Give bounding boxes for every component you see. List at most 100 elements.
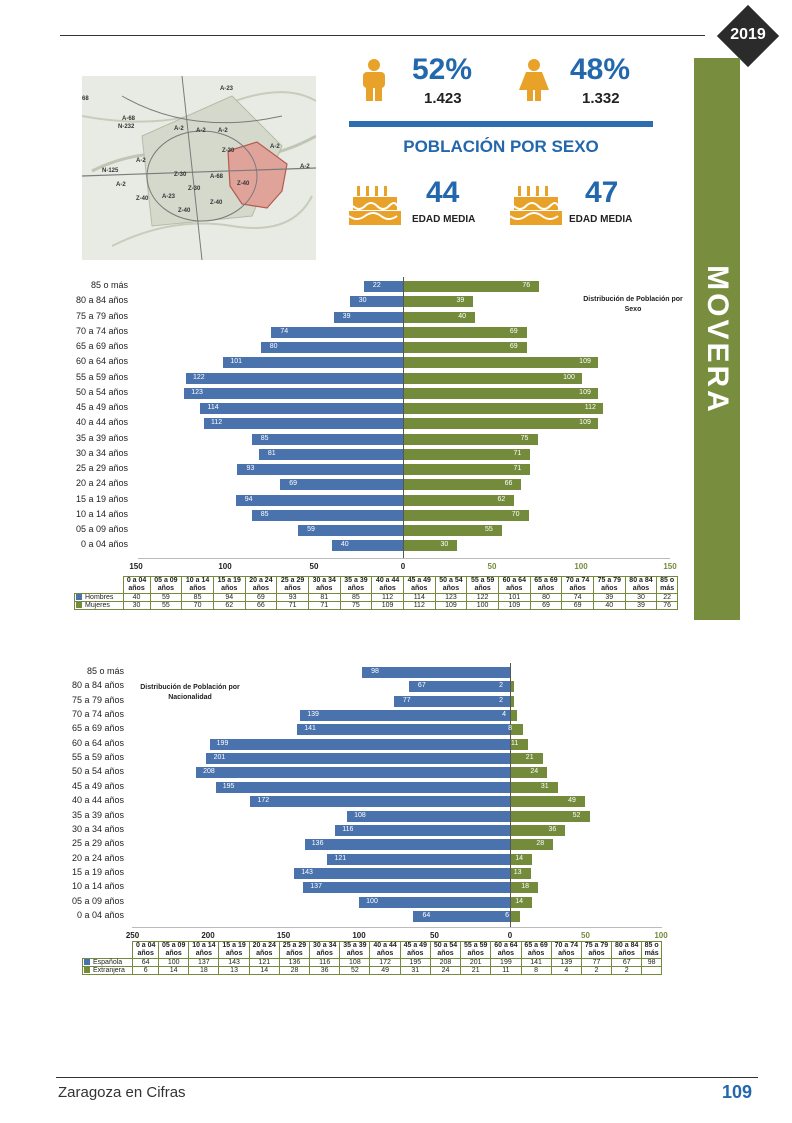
header-line: años bbox=[497, 950, 515, 957]
category-label: 30 a 34 años bbox=[75, 447, 128, 458]
bar-extranjera bbox=[511, 724, 524, 736]
bar-value: 59 bbox=[307, 526, 315, 533]
bar-value: 109 bbox=[579, 419, 591, 427]
bar-value: 98 bbox=[371, 668, 379, 675]
bar-hombres bbox=[349, 296, 403, 308]
map-label: 68 bbox=[82, 96, 89, 102]
table-header-cell: 60 a 64 años bbox=[490, 941, 522, 959]
header-line: 25 a 29 bbox=[280, 577, 305, 584]
chart-title: Distribución de Población por Nacionalid… bbox=[140, 683, 240, 703]
category-label: 55 a 59 años bbox=[75, 371, 128, 382]
table-cell: 69 bbox=[561, 601, 594, 610]
bar-value: 69 bbox=[289, 480, 298, 488]
table-cell: 109 bbox=[371, 601, 404, 610]
header-line: 20 a 24 bbox=[252, 942, 276, 949]
header-line: años bbox=[256, 950, 273, 957]
table-cell: 6 bbox=[132, 966, 160, 975]
bar-española bbox=[408, 681, 510, 693]
table-header-cell: 40 a 44 años bbox=[369, 941, 401, 959]
header-line: años bbox=[569, 585, 586, 592]
header-line: 10 a 14 bbox=[192, 942, 216, 949]
x-tick-label: 200 bbox=[201, 931, 215, 941]
table-cell: 114 bbox=[402, 593, 436, 602]
legend-cell: Mujeres bbox=[74, 601, 124, 610]
header-line: 40 a 44 bbox=[373, 942, 397, 949]
table-cell: 36 bbox=[309, 966, 341, 975]
header-line: 70 a 74 bbox=[565, 577, 590, 584]
bar-value: 121 bbox=[334, 854, 347, 862]
bar-value: 201 bbox=[213, 754, 226, 762]
bar-value: 100 bbox=[366, 897, 378, 905]
table-cell: 4 bbox=[550, 966, 582, 975]
header-line: años bbox=[189, 585, 206, 592]
header-line: 55 a 59 bbox=[470, 577, 495, 584]
bar-value: 199 bbox=[216, 739, 229, 747]
table-header-cell: 50 a 54 años bbox=[434, 576, 468, 594]
bar-value: 2 bbox=[499, 696, 503, 704]
x-tick-label: 100 bbox=[654, 931, 668, 941]
header-line: 45 a 49 bbox=[403, 942, 427, 949]
map-label: A-2 bbox=[218, 128, 228, 134]
table-header-cell: 30 a 34 años bbox=[309, 941, 341, 959]
table-header-cell: 85 o más bbox=[641, 941, 662, 959]
bar-mujeres bbox=[404, 494, 515, 506]
female-average-age: 47 bbox=[585, 176, 619, 209]
bar-extranjera bbox=[511, 910, 521, 922]
chart-title-text: Distribución de Población por Nacionalid… bbox=[140, 684, 240, 701]
bar-mujeres bbox=[404, 326, 527, 338]
legend-cell: Extranjera bbox=[81, 966, 134, 975]
table-header-cell: 65 a 69 años bbox=[529, 576, 563, 594]
table-cell: 30 bbox=[624, 593, 658, 602]
header-line: 05 a 09 bbox=[161, 942, 186, 949]
table-cell: 141 bbox=[520, 958, 552, 967]
year-label: 2019 bbox=[730, 26, 766, 43]
table-cell: 93 bbox=[276, 593, 309, 602]
bar-hombres bbox=[200, 403, 403, 414]
table-cell: 80 bbox=[529, 593, 563, 602]
map-label: A-23 bbox=[220, 86, 234, 92]
bar-value: 71 bbox=[513, 449, 522, 457]
header-line: 25 a 29 bbox=[282, 942, 307, 949]
table-cell: 75 bbox=[339, 601, 373, 610]
map-label: A-23 bbox=[162, 194, 176, 200]
table-row: Hombres 40 59 85 94 69 93 81 85 112 114 123 122 101 80… bbox=[74, 593, 678, 602]
bar-mujeres bbox=[404, 540, 458, 552]
bar-española bbox=[334, 824, 510, 836]
table-cell: 201 bbox=[460, 958, 492, 967]
table-cell: 109 bbox=[497, 601, 531, 610]
map-label: Z-40 bbox=[136, 196, 149, 202]
header-line: años bbox=[284, 585, 301, 592]
bar-value: 69 bbox=[509, 343, 518, 350]
category-label: 15 a 19 años bbox=[71, 866, 124, 877]
table-cell: 28 bbox=[278, 966, 311, 975]
bar-value: 74 bbox=[280, 327, 289, 335]
table-row: Española 64 100 137 143 121 136 116 108 172 195 208… bbox=[81, 958, 662, 967]
bar-mujeres bbox=[404, 372, 582, 384]
male-average-age: 44 bbox=[426, 176, 460, 209]
table-header-cell: 15 a 19 años bbox=[212, 576, 246, 594]
table-header-cell: 50 a 54 años bbox=[429, 941, 462, 959]
table-header-cell: 25 a 29 años bbox=[276, 576, 309, 594]
table-header-cell: 75 a 79 años bbox=[580, 941, 613, 959]
table-cell: 66 bbox=[244, 601, 278, 610]
category-label: 50 a 54 años bbox=[75, 386, 128, 397]
category-label: 60 a 64 años bbox=[71, 737, 124, 748]
bar-value: 137 bbox=[310, 883, 322, 891]
table-cell: 14 bbox=[248, 966, 280, 975]
table-cell: 208 bbox=[429, 958, 462, 967]
table-cell: 39 bbox=[592, 593, 626, 602]
table-cell: 74 bbox=[561, 593, 594, 602]
category-label: 30 a 34 años bbox=[71, 823, 124, 834]
bar-value: 116 bbox=[342, 825, 354, 833]
table-cell: 76 bbox=[656, 601, 678, 610]
header-line: 70 a 74 bbox=[554, 942, 578, 949]
legend-cell: Hombres bbox=[74, 593, 124, 602]
table-header-cell: 15 a 19 años bbox=[218, 941, 250, 959]
bar-española bbox=[413, 910, 510, 922]
bar-value: 109 bbox=[579, 358, 591, 366]
table-cell: 22 bbox=[656, 593, 678, 602]
table-cell: 100 bbox=[466, 601, 499, 610]
bar-extranjera bbox=[511, 753, 543, 765]
bar-value: 39 bbox=[342, 312, 351, 320]
table-cell: 77 bbox=[580, 958, 613, 967]
